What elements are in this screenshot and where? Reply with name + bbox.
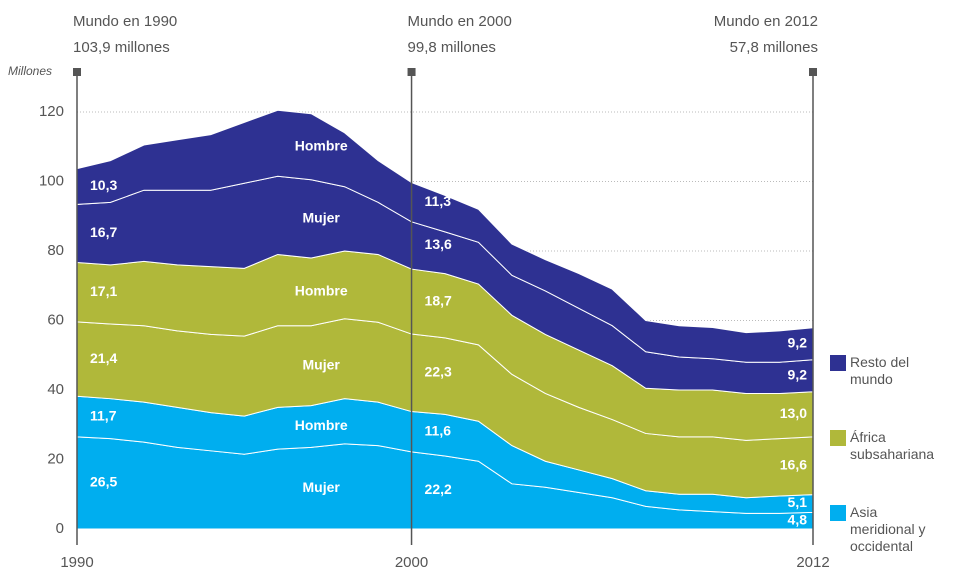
legend-label: Asia meridional y occidental	[850, 504, 926, 554]
series-name: Hombre	[295, 417, 348, 433]
value-label: 22,2	[425, 481, 452, 497]
x-tick-label: 1990	[60, 554, 93, 571]
value-label: 13,0	[780, 405, 807, 421]
annotation-marker	[809, 68, 817, 76]
x-tick-label: 2000	[395, 554, 428, 571]
annotation-text: 57,8 millones	[730, 39, 818, 56]
x-tick-label: 2012	[796, 554, 829, 571]
series-name: Mujer	[303, 356, 341, 372]
value-label: 21,4	[90, 350, 117, 366]
series-name: Hombre	[295, 137, 348, 153]
annotation-title: Mundo en 1990	[73, 13, 177, 30]
y-tick-label: 0	[56, 520, 64, 537]
annotation-title: Mundo en 2000	[408, 13, 512, 30]
y-tick-label: 60	[47, 311, 64, 328]
legend-swatch	[830, 355, 846, 371]
series-name: Hombre	[295, 283, 348, 299]
legend-swatch	[830, 505, 846, 521]
value-label: 10,3	[90, 177, 117, 193]
value-label: 16,6	[780, 456, 807, 472]
value-label: 9,2	[788, 366, 808, 382]
y-tick-label: 40	[47, 381, 64, 398]
series-name: Mujer	[303, 210, 341, 226]
annotation-marker	[73, 68, 81, 76]
legend-swatch	[830, 430, 846, 446]
value-label: 11,3	[425, 193, 452, 209]
series-name: Mujer	[303, 479, 341, 495]
value-label: 13,6	[425, 236, 452, 252]
value-label: 5,1	[788, 494, 808, 510]
y-tick-label: 120	[39, 103, 64, 120]
y-tick-label: 20	[47, 450, 64, 467]
y-tick-label: 100	[39, 172, 64, 189]
annotation-title: Mundo en 2012	[714, 13, 818, 30]
value-label: 17,1	[90, 283, 117, 299]
y-tick-label: 80	[47, 242, 64, 259]
y-axis-label: Millones	[8, 64, 52, 78]
legend-label: Resto del mundo	[850, 354, 910, 387]
annotation-text: 99,8 millones	[408, 39, 496, 56]
legend-label: África subsahariana	[850, 429, 935, 462]
value-label: 16,7	[90, 224, 117, 240]
annotation-text: 103,9 millones	[73, 39, 170, 56]
value-label: 11,6	[425, 422, 452, 438]
value-label: 11,7	[90, 407, 117, 423]
value-label: 9,2	[788, 334, 808, 350]
value-label: 4,8	[788, 511, 808, 527]
annotation-marker	[407, 68, 416, 76]
value-label: 26,5	[90, 474, 117, 490]
value-label: 22,3	[425, 364, 452, 380]
value-label: 18,7	[425, 292, 452, 308]
